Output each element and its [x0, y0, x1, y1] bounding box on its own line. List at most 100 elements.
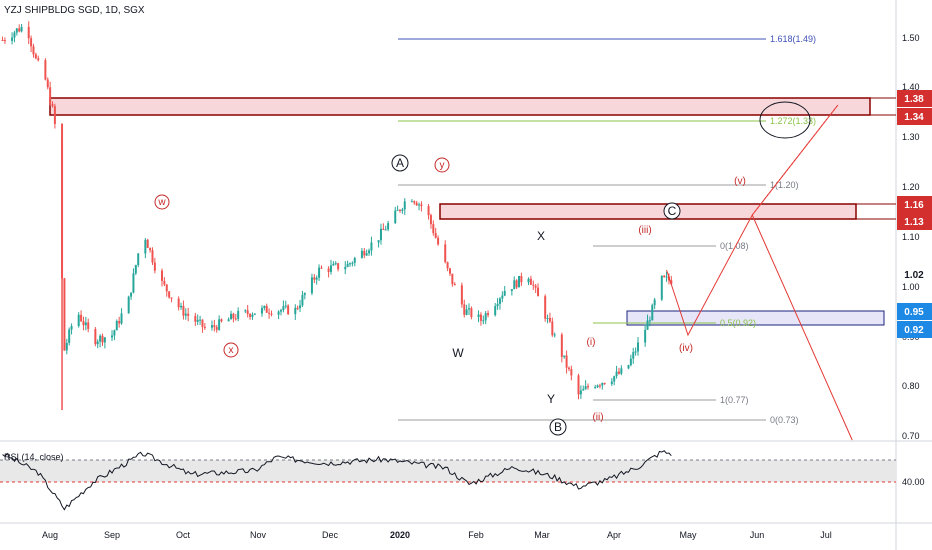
candle-body — [448, 268, 451, 274]
rsi-title: RSI (14, close) — [4, 452, 64, 462]
candle-body — [377, 240, 380, 243]
candle-body — [334, 263, 337, 265]
candle-body — [153, 262, 156, 271]
candle-body — [551, 321, 554, 336]
candle-body — [237, 310, 240, 319]
projection-target-dotted — [751, 104, 839, 216]
support-zone-low[interactable] — [626, 310, 885, 326]
wave-label-v: (v) — [734, 176, 746, 187]
candle-body — [479, 314, 482, 321]
candle-body — [601, 383, 604, 386]
candle-body — [96, 341, 99, 345]
candle-body — [548, 318, 551, 322]
candle-body — [399, 209, 401, 211]
candle-body — [137, 253, 140, 266]
wave-label-w: w — [154, 194, 170, 210]
candle-body — [484, 313, 487, 321]
svg-text:w: w — [157, 197, 166, 208]
candle-body — [270, 313, 273, 315]
fib-label-1272: 1.272(1.33) — [770, 116, 816, 126]
candle-body — [30, 38, 33, 47]
candle-body — [470, 308, 473, 317]
target-ellipse — [759, 101, 811, 139]
candle-body — [496, 303, 499, 307]
fib-label-0-108: 0(1.08) — [720, 241, 749, 251]
candle-body — [351, 262, 354, 264]
candle-body — [20, 26, 23, 32]
candle-body — [149, 247, 152, 251]
candle-body — [627, 365, 630, 369]
candle-body — [584, 386, 587, 390]
candlestick-series — [1, 21, 673, 410]
candle-body — [111, 335, 114, 338]
candle-body — [260, 308, 263, 314]
svg-text:B: B — [554, 420, 562, 434]
svg-text:A: A — [396, 156, 404, 170]
candle-body — [244, 310, 247, 312]
candle-body — [453, 284, 456, 286]
candle-body — [463, 304, 466, 315]
candle-body — [168, 291, 171, 298]
candle-body — [187, 313, 190, 316]
candle-body — [518, 276, 520, 288]
candle-body — [11, 37, 14, 41]
candle-body — [460, 285, 463, 305]
price-tick: 1.10 — [902, 232, 920, 242]
candle-body — [84, 322, 87, 326]
candle-body — [451, 273, 454, 285]
candle-body — [210, 325, 213, 328]
candle-body — [494, 306, 497, 316]
candle-body — [670, 280, 673, 285]
candle-body — [579, 390, 582, 395]
rsi-level-label: 40.00 — [902, 477, 925, 487]
candle-body — [353, 258, 356, 263]
wave-label-x: x — [223, 342, 239, 358]
time-axis[interactable]: Aug Sep Oct Nov Dec 2020 Feb Mar Apr May… — [42, 530, 832, 540]
candle-body — [182, 305, 185, 316]
candle-body — [415, 202, 418, 206]
candle-body — [203, 326, 206, 328]
candle-body — [177, 298, 180, 308]
candle-body — [80, 314, 83, 322]
candle-body — [251, 314, 254, 317]
candle-body — [379, 228, 382, 241]
candle-body — [215, 327, 218, 330]
candle-body — [396, 209, 399, 211]
time-tick: Mar — [534, 530, 550, 540]
candle-body — [51, 104, 54, 107]
candle-body — [99, 335, 102, 342]
candle-body — [268, 312, 271, 314]
candle-body — [629, 358, 632, 366]
badge-zone-low-bottom: 0.92 — [897, 321, 932, 338]
projection-paths — [666, 104, 853, 441]
candle-body — [498, 298, 501, 304]
candle-body — [13, 32, 16, 38]
wave-label-y: y — [434, 157, 450, 173]
candle-body — [613, 376, 616, 382]
candle-body — [615, 371, 618, 377]
candle-body — [63, 278, 66, 351]
candle-body — [68, 329, 71, 343]
candle-body — [101, 335, 104, 343]
resistance-zone-high[interactable] — [49, 97, 871, 116]
candle-body — [32, 46, 35, 55]
svg-text:1.02: 1.02 — [904, 270, 924, 281]
candle-body — [665, 276, 668, 278]
price-tick: 1.30 — [902, 132, 920, 142]
candle-body — [563, 355, 566, 357]
candle-body — [567, 367, 570, 370]
resistance-zone-mid[interactable] — [439, 203, 857, 220]
candle-body — [234, 318, 237, 320]
candle-body — [113, 330, 116, 336]
candle-body — [434, 233, 437, 238]
svg-text:1.38: 1.38 — [904, 94, 924, 105]
candle-body — [120, 313, 123, 324]
wave-label-W: W — [452, 346, 464, 360]
time-tick: May — [679, 530, 697, 540]
candle-body — [165, 284, 168, 292]
candle-body — [637, 342, 639, 352]
svg-text:1.34: 1.34 — [904, 112, 924, 123]
candle-body — [446, 262, 449, 269]
candle-body — [501, 295, 504, 299]
